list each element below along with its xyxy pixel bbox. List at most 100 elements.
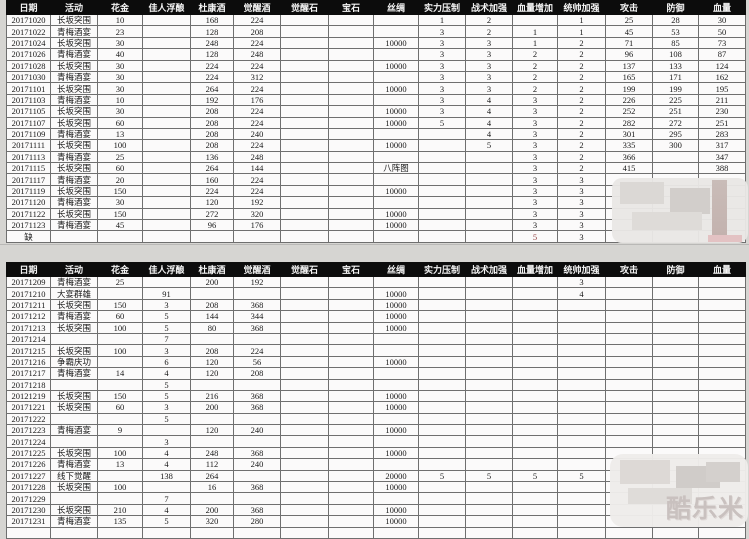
cell[interactable]: 248 bbox=[233, 48, 281, 61]
cell[interactable]: 50 bbox=[698, 25, 746, 38]
cell[interactable]: 2 bbox=[557, 139, 606, 152]
cell[interactable] bbox=[142, 207, 191, 221]
cell[interactable] bbox=[328, 412, 374, 426]
cell[interactable]: 368 bbox=[233, 298, 281, 312]
cell[interactable] bbox=[512, 287, 558, 300]
cell[interactable]: 20171216 bbox=[6, 355, 51, 369]
cell[interactable] bbox=[465, 196, 513, 209]
cell[interactable] bbox=[698, 332, 746, 346]
cell[interactable]: 199 bbox=[652, 82, 699, 95]
cell[interactable] bbox=[280, 458, 329, 471]
cell[interactable]: 10000 bbox=[373, 116, 419, 129]
cell[interactable]: 200 bbox=[190, 401, 234, 414]
cell[interactable]: 3 bbox=[512, 173, 558, 186]
cell[interactable] bbox=[465, 412, 513, 426]
cell[interactable] bbox=[465, 150, 513, 164]
cell[interactable]: 3 bbox=[142, 298, 191, 312]
cell[interactable]: 3 bbox=[557, 207, 606, 221]
cell[interactable]: 3 bbox=[465, 70, 513, 84]
cell[interactable] bbox=[142, 93, 191, 107]
cell[interactable]: 3 bbox=[512, 196, 558, 209]
cell[interactable]: 4 bbox=[465, 116, 513, 129]
cell[interactable]: 200 bbox=[190, 275, 234, 289]
cell[interactable]: 300 bbox=[652, 139, 699, 152]
cell[interactable]: 120 bbox=[190, 424, 234, 437]
cell[interactable]: 2 bbox=[557, 70, 606, 84]
cell[interactable]: 10000 bbox=[373, 446, 419, 460]
cell[interactable] bbox=[142, 173, 191, 186]
cell[interactable]: 10000 bbox=[373, 105, 419, 118]
cell[interactable] bbox=[280, 412, 329, 426]
cell[interactable]: 20171224 bbox=[6, 435, 51, 448]
cell[interactable]: 长坂突围 bbox=[50, 401, 98, 414]
cell[interactable]: 320 bbox=[233, 207, 281, 221]
cell[interactable] bbox=[328, 70, 374, 84]
cell[interactable]: 25 bbox=[605, 13, 653, 27]
cell[interactable]: 20171026 bbox=[6, 48, 51, 61]
cell[interactable]: 长坂突围 bbox=[50, 344, 98, 357]
cell[interactable]: 208 bbox=[190, 344, 234, 357]
cell[interactable] bbox=[698, 355, 746, 369]
cell[interactable]: 160 bbox=[190, 173, 234, 186]
cell[interactable] bbox=[465, 275, 513, 289]
cell[interactable]: 368 bbox=[233, 401, 281, 414]
cell[interactable] bbox=[328, 469, 374, 483]
cell[interactable] bbox=[418, 389, 466, 403]
cell[interactable] bbox=[328, 219, 374, 232]
cell[interactable]: 230 bbox=[698, 105, 746, 118]
cell[interactable]: 3 bbox=[512, 105, 558, 118]
cell[interactable]: 2 bbox=[557, 162, 606, 175]
cell[interactable]: 3 bbox=[512, 127, 558, 141]
cell[interactable]: 4 bbox=[465, 127, 513, 141]
cell[interactable]: 124 bbox=[698, 59, 746, 72]
cell[interactable]: 5 bbox=[142, 515, 191, 528]
cell[interactable] bbox=[465, 526, 513, 539]
cell[interactable] bbox=[50, 332, 98, 346]
cell[interactable]: 5 bbox=[142, 378, 191, 391]
cell[interactable] bbox=[512, 310, 558, 323]
cell[interactable]: 100 bbox=[97, 481, 143, 494]
cell[interactable]: 224 bbox=[233, 116, 281, 129]
cell[interactable] bbox=[97, 526, 143, 539]
cell[interactable] bbox=[698, 435, 746, 448]
cell[interactable] bbox=[142, 184, 191, 198]
cell[interactable]: 25 bbox=[97, 150, 143, 164]
cell[interactable]: 缺 bbox=[6, 230, 51, 243]
cell[interactable] bbox=[142, 127, 191, 141]
cell[interactable] bbox=[328, 481, 374, 494]
cell[interactable] bbox=[512, 13, 558, 27]
cell[interactable] bbox=[373, 332, 419, 346]
cell[interactable]: 八阵图 bbox=[373, 162, 419, 175]
cell[interactable] bbox=[142, 150, 191, 164]
cell[interactable] bbox=[465, 424, 513, 437]
cell[interactable]: 100 bbox=[97, 344, 143, 357]
cell[interactable]: 20171030 bbox=[6, 70, 51, 84]
cell[interactable]: 青梅酒宴 bbox=[50, 219, 98, 232]
cell[interactable] bbox=[418, 367, 466, 380]
cell[interactable] bbox=[328, 332, 374, 346]
cell[interactable]: 长坂突围 bbox=[50, 207, 98, 221]
cell[interactable]: 20121219 bbox=[6, 389, 51, 403]
cell[interactable]: 45 bbox=[97, 219, 143, 232]
cell[interactable]: 73 bbox=[698, 36, 746, 50]
cell[interactable] bbox=[605, 412, 653, 426]
cell[interactable] bbox=[465, 162, 513, 175]
cell[interactable]: 20171107 bbox=[6, 116, 51, 129]
cell[interactable]: 20171231 bbox=[6, 515, 51, 528]
cell[interactable]: 3 bbox=[418, 93, 466, 107]
cell[interactable]: 251 bbox=[652, 105, 699, 118]
cell[interactable]: 100 bbox=[97, 321, 143, 334]
cell[interactable]: 192 bbox=[233, 275, 281, 289]
cell[interactable]: 208 bbox=[190, 116, 234, 129]
cell[interactable]: 5 bbox=[465, 139, 513, 152]
cell[interactable] bbox=[373, 127, 419, 141]
cell[interactable] bbox=[652, 435, 699, 448]
cell[interactable] bbox=[328, 424, 374, 437]
cell[interactable]: 长坂突围 bbox=[50, 36, 98, 50]
cell[interactable] bbox=[605, 401, 653, 414]
cell[interactable] bbox=[142, 481, 191, 494]
cell[interactable]: 10000 bbox=[373, 59, 419, 72]
cell[interactable] bbox=[605, 332, 653, 346]
cell[interactable]: 87 bbox=[698, 48, 746, 61]
cell[interactable]: 20171227 bbox=[6, 469, 51, 483]
